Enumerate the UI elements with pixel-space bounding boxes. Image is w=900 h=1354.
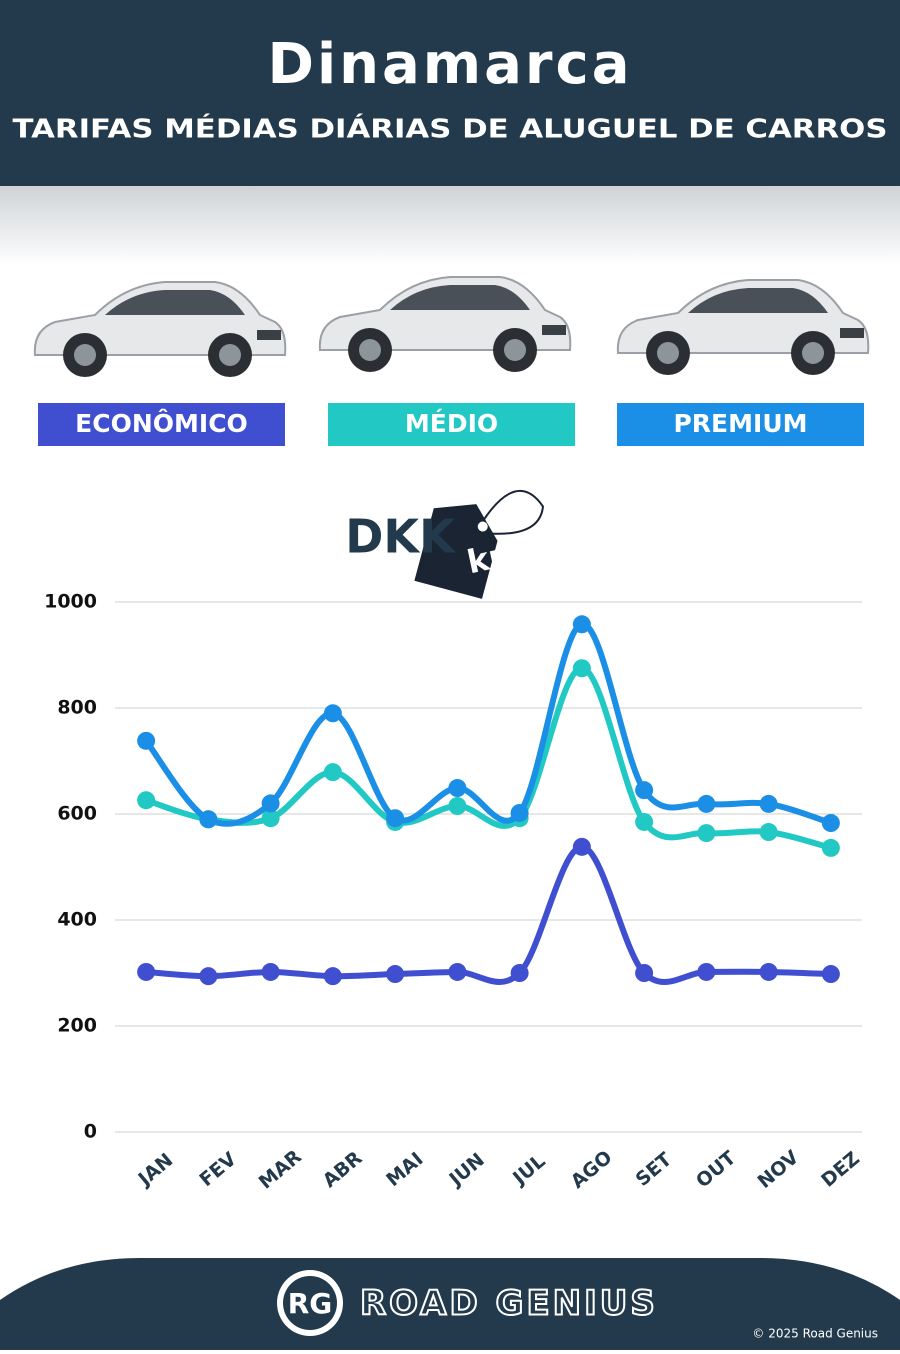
currency-label: DKK: [345, 510, 457, 564]
data-point: [635, 781, 654, 800]
data-point: [821, 838, 840, 857]
data-point: [261, 962, 280, 981]
legend-label: ECONÔMICO: [75, 408, 248, 438]
data-point: [137, 791, 156, 810]
data-point: [697, 794, 716, 813]
data-point: [572, 837, 591, 856]
y-tick-label: 800: [57, 697, 97, 719]
legend-swatch: [617, 403, 864, 446]
data-point: [323, 967, 342, 986]
title: Dinamarca: [267, 32, 632, 97]
logo: RG: [288, 1287, 333, 1320]
header-shadow: [0, 186, 900, 266]
legend-swatch: [38, 403, 285, 446]
data-point: [137, 731, 156, 750]
data-point: [759, 962, 778, 981]
currency-tag: kr.: [464, 535, 516, 581]
y-tick-label: 1000: [44, 591, 97, 613]
data-point: [448, 962, 467, 981]
data-point: [323, 763, 342, 782]
data-point: [386, 809, 405, 828]
data-point: [697, 824, 716, 843]
data-point: [821, 814, 840, 833]
brand: ROAD GENIUS: [360, 1284, 658, 1324]
y-tick-label: 200: [57, 1015, 97, 1037]
data-point: [635, 964, 654, 982]
copyright: © 2025 Road Genius: [752, 1327, 878, 1341]
data-point: [510, 803, 529, 822]
y-tick-label: 400: [57, 909, 97, 931]
logo-badge: [283, 1276, 337, 1330]
price-tag: [414, 489, 545, 599]
data-point: [261, 809, 280, 828]
legend-label: MÉDIO: [405, 409, 498, 438]
data-point: [137, 962, 156, 981]
y-tick-label: 600: [57, 803, 97, 825]
subtitle: TARIFAS MÉDIAS DIÁRIAS DE ALUGUEL DE CAR…: [13, 113, 888, 145]
data-point: [261, 794, 280, 813]
data-point: [510, 964, 529, 982]
data-point: [448, 779, 467, 798]
data-point: [386, 965, 405, 984]
data-point: [199, 967, 218, 986]
data-point: [759, 794, 778, 813]
data-point: [759, 823, 778, 842]
header: [0, 0, 900, 186]
data-point: [199, 810, 218, 829]
data-point: [821, 965, 840, 984]
footer: [0, 1258, 900, 1350]
legend: ECONÔMICO MÉDIO PREMIUM: [38, 403, 864, 446]
legend-label: PREMIUM: [673, 409, 807, 438]
data-point: [572, 615, 591, 634]
data-point: [448, 797, 467, 816]
y-tick-label: 0: [84, 1121, 97, 1143]
legend-swatch: [328, 403, 575, 446]
data-point: [635, 812, 654, 831]
data-point: [323, 704, 342, 723]
data-point: [572, 659, 591, 678]
data-point: [697, 962, 716, 981]
